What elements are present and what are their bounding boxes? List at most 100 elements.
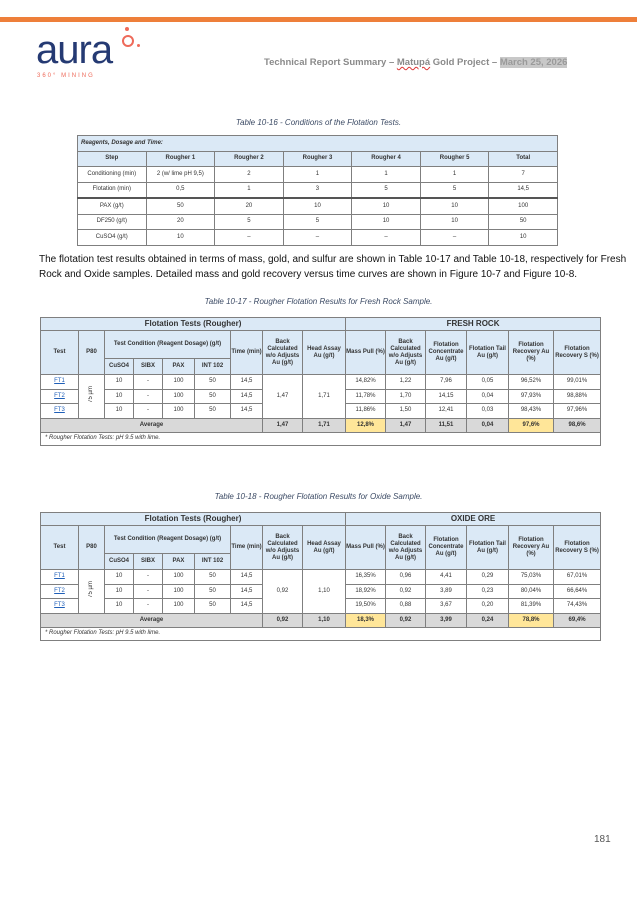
- table-cell: DF250 (g/t): [77, 213, 147, 230]
- column-header: Flotation Recovery Au (%): [508, 525, 554, 570]
- table-cell: 16,35%: [345, 569, 386, 585]
- group-header: Flotation Tests (Rougher): [40, 512, 346, 526]
- column-header: Rougher 3: [282, 150, 353, 167]
- column-header: Time (min): [230, 330, 263, 375]
- table-cell: 10: [145, 229, 216, 246]
- average-row: Average 1,47 1,71 12,8% 1,47 11,51 0,04 97,6% 98…: [40, 417, 602, 433]
- page-number: 181: [594, 834, 611, 845]
- table-cell: 2 (w/ lime pH 9,5): [145, 166, 216, 183]
- table-cell: –: [214, 229, 284, 246]
- table-cell: 1,70: [385, 388, 426, 404]
- table-cell: 0,24: [466, 612, 509, 628]
- test-link[interactable]: FT2: [40, 583, 79, 599]
- table-row: PAX (g/t) 50 20 10 10 10 100: [77, 197, 558, 215]
- table-cell: 100: [162, 583, 195, 599]
- p80-cell: 75 µm: [78, 569, 105, 614]
- table-cell: 1,10: [302, 612, 346, 628]
- table-cell: 100: [488, 197, 558, 215]
- table-cell: 0,05: [466, 374, 509, 390]
- table-cell: 98,6%: [552, 417, 602, 433]
- table-caption: Table 10-17 - Rougher Flotation Results …: [204, 297, 433, 306]
- column-header: Test: [40, 525, 79, 570]
- column-header: Flotation Concentrate Au (g/t): [425, 330, 467, 375]
- table-row: Flotation (min) 0,5 1 3 5 5 14,5: [77, 181, 558, 199]
- column-header: PAX: [162, 553, 195, 570]
- table-cell: 3,67: [425, 598, 467, 614]
- average-row: Average 0,92 1,10 18,3% 0,92 3,99 0,24 78,8% 69,…: [40, 612, 602, 628]
- column-header: PAX: [162, 358, 195, 375]
- table-cell: –: [351, 229, 421, 246]
- column-header: Rougher 4: [351, 150, 421, 167]
- table-row: CuSO4 (g/t) 10– – – –10: [77, 229, 558, 246]
- table-cell: PAX (g/t): [77, 197, 147, 215]
- table-cell: 5: [282, 213, 353, 230]
- table-cell: 74,43%: [552, 598, 602, 614]
- body-paragraph: The flotation test results obtained in t…: [39, 254, 627, 280]
- table-cell: 14,15: [425, 388, 467, 404]
- table-cell: 50: [145, 197, 216, 215]
- table-cell: 98,88%: [552, 388, 602, 404]
- table-row: FT1 75 µm 10-100 50 14,5 0,92 1,10 16,35% 0,96 4,…: [40, 569, 602, 614]
- test-link[interactable]: FT3: [40, 598, 79, 614]
- column-header: Back Calculated w/o Adjusts Au (g/t): [262, 330, 303, 375]
- table-cell: 14,82%: [345, 374, 386, 390]
- column-header: SIBX: [133, 358, 163, 375]
- table-cell: 50: [194, 598, 231, 614]
- table-cell: 1,47: [385, 417, 426, 433]
- table-cell: 67,01%: [552, 569, 602, 585]
- table-cell: 14,5: [230, 403, 263, 419]
- table-cell: 50: [194, 388, 231, 404]
- table-cell: Conditioning (min): [77, 166, 147, 183]
- table-cell: 12,8%: [345, 417, 386, 433]
- column-header: Back Calculated w/o Adjusts Au (g/t): [385, 525, 426, 570]
- column-header: Head Assay Au (g/t): [302, 525, 346, 570]
- test-link[interactable]: FT1: [40, 374, 79, 390]
- table-cell: 10: [351, 197, 421, 215]
- fresh-rock-results-table: Flotation Tests (Rougher) FRESH ROCK Test P…: [39, 317, 602, 446]
- table-footnote: * Rougher Flotation Tests: pH 9.5 with l…: [39, 431, 602, 446]
- column-header: P80: [78, 330, 105, 375]
- table-cell: 14,5: [230, 569, 263, 585]
- test-link[interactable]: FT2: [40, 388, 79, 404]
- table-cell: 14,5: [230, 583, 263, 599]
- table-cell: 10: [104, 598, 134, 614]
- table-cell: 5: [419, 181, 490, 199]
- aura-logo: aura 360° MINING: [36, 27, 146, 83]
- column-header: Mass Pull (%): [345, 525, 386, 570]
- test-link[interactable]: FT3: [40, 403, 79, 419]
- table-cell: 3,99: [425, 612, 467, 628]
- table-cell: 10: [351, 213, 421, 230]
- column-header: INT 102: [194, 358, 231, 375]
- table-cell: 14,5: [230, 388, 263, 404]
- table-cell: 0,92: [385, 583, 426, 599]
- table-cell: -: [133, 569, 163, 585]
- table-cell: 11,51: [425, 417, 467, 433]
- column-header: Mass Pull (%): [345, 330, 386, 375]
- table-cell: 3: [282, 181, 353, 199]
- table-cell: 10: [419, 213, 490, 230]
- test-link[interactable]: FT1: [40, 569, 79, 585]
- table-cell: 4,41: [425, 569, 467, 585]
- column-header: Time (min): [230, 525, 263, 570]
- p80-value: 75 µm: [88, 386, 94, 404]
- table-cell: 96,52%: [508, 374, 554, 390]
- p80-cell: 75 µm: [78, 374, 105, 419]
- table-cell: 0,96: [385, 569, 426, 585]
- table-cell: 1,10: [302, 569, 346, 614]
- table-row: FT3 10-100 50 14,5 11,86% 1,50 12,41 0,03 98,43%…: [40, 403, 602, 419]
- table-cell: 19,50%: [345, 598, 386, 614]
- column-header: Rougher 5: [419, 150, 490, 167]
- header-accent-bar: [0, 17, 637, 22]
- table-row: FT2 10-100 50 14,5 18,92% 0,92 3,89 0,23 80,04% 6…: [40, 583, 602, 599]
- column-header: Flotation Tail Au (g/t): [466, 525, 509, 570]
- column-header: CuSO4: [104, 553, 134, 570]
- table-cell: 0,03: [466, 403, 509, 419]
- table-cell: 0,92: [262, 612, 303, 628]
- column-header: CuSO4: [104, 358, 134, 375]
- table-cell: 69,4%: [552, 612, 602, 628]
- column-header: Flotation Tail Au (g/t): [466, 330, 509, 375]
- table-cell: 11,86%: [345, 403, 386, 419]
- table-title: Reagents, Dosage and Time:: [77, 135, 558, 152]
- table-cell: 100: [162, 374, 195, 390]
- table-cell: 1,47: [262, 374, 303, 419]
